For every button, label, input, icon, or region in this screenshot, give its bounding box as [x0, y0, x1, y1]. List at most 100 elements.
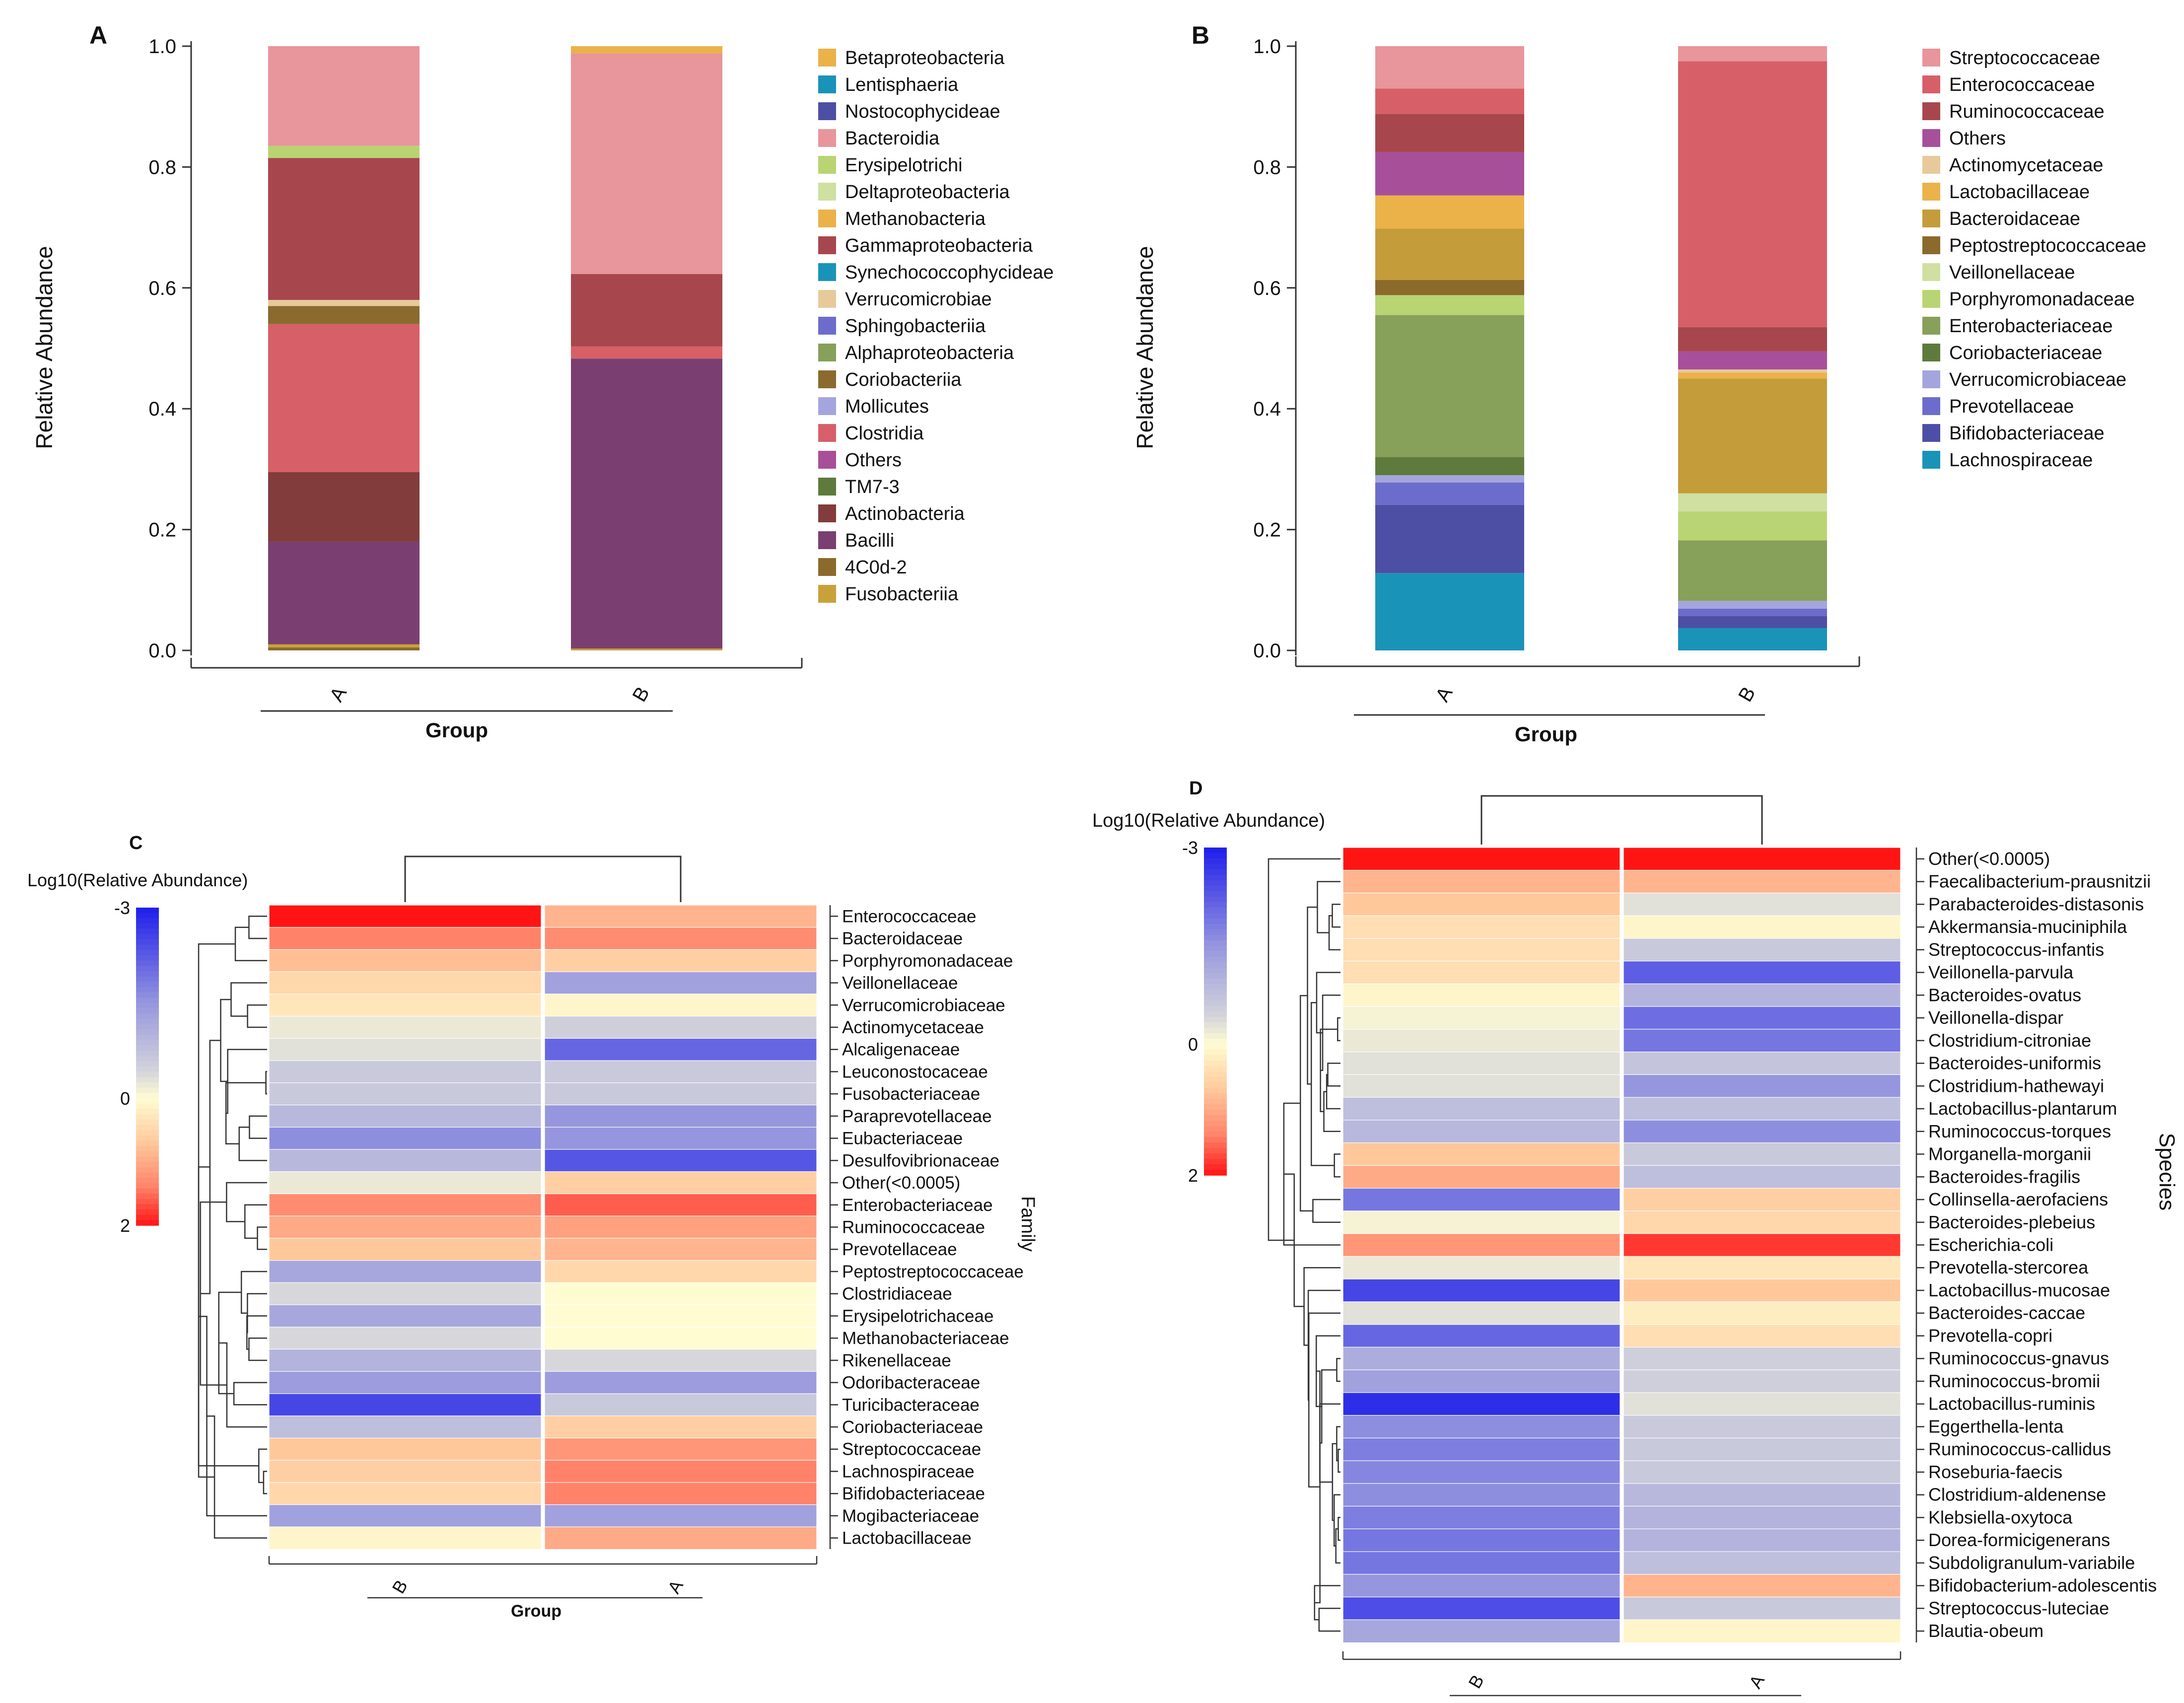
panel-a-legend-swatch-coriobacteriia: [818, 370, 836, 388]
panel-c-scale-step: [136, 1087, 159, 1094]
panel-d-scale-step: [1204, 1126, 1227, 1132]
panel-d-cells: [1342, 847, 1901, 1643]
panel-d-label: D: [1189, 778, 1202, 799]
panel-d-scale-step: [1204, 858, 1227, 864]
panel-b-legend-label: Porphyromonadaceae: [1949, 289, 2135, 310]
panel-d-cell-b-akkermansia-muciniphila: [1342, 915, 1620, 939]
panel-c-scale-step: [136, 1156, 159, 1162]
panel-d-scale-step: [1204, 1104, 1227, 1110]
panel-d-scale-step: [1204, 1039, 1227, 1045]
panel-c-scale-step: [136, 1146, 159, 1152]
panel-d-y-axis-title: Species: [2155, 1133, 2179, 1211]
panel-c-color-scale: -3 0 2: [114, 898, 159, 1236]
panel-d-cell-a-bacteroides-fragilis: [1623, 1165, 1901, 1189]
panel-d-row-label: Bacteroides-ovatus: [1928, 985, 2081, 1005]
panel-c-scale-step: [136, 966, 159, 972]
panel-d-row-label: Clostridium-hathewayi: [1928, 1075, 2104, 1096]
panel-d-column-dendrogram: [1480, 795, 1763, 845]
panel-c-row-label: Paraprevotellaceae: [842, 1107, 992, 1126]
panel-c-scale-step: [136, 1135, 159, 1141]
panel-b-bar-segment-b-prevotellaceae: [1678, 609, 1827, 616]
panel-c-scale-step: [136, 1114, 159, 1120]
panel-b-legend-swatch-streptococcaceae: [1922, 49, 1940, 67]
panel-c-cell-a-erysipelotrichaceae: [544, 1304, 817, 1328]
panel-a-legend-label: Synechococcophycideae: [845, 262, 1054, 283]
panel-d-row-label: Klebsiella-oxytoca: [1928, 1507, 2073, 1527]
panel-b-bar-segment-a-ruminococcaceae: [1375, 114, 1524, 152]
panel-b-legend-label: Verrucomicrobiaceae: [1949, 369, 2126, 390]
panel-a-legend-swatch-tm7-3: [818, 478, 836, 496]
panel-c-cell-b-peptostreptococcaceae: [269, 1260, 542, 1283]
panel-a-bar-segment-a-verrucomicrobiae: [268, 300, 420, 306]
panel-d-scale-step: [1204, 1137, 1227, 1143]
panel-a-legend-swatch-alphaproteobacteria: [818, 344, 836, 361]
panel-a-legend-swatch-deltaproteobacteria: [818, 183, 836, 201]
panel-a-y-tick-label: 0.2: [148, 519, 176, 541]
panel-d-cell-b-ruminococcus-callidus: [1342, 1437, 1620, 1462]
panel-d-scale-step: [1204, 1050, 1227, 1056]
panel-d-cell-a-streptococcus-infantis: [1623, 938, 1901, 962]
panel-c-scale-step: [136, 1077, 159, 1083]
panel-a-stacked-bar-chart: A Relative Abundance Group 0.00.20.40.60…: [31, 21, 1054, 742]
panel-c-cell-b-paraprevotellaceae: [269, 1104, 542, 1128]
panel-d-cell-a-bacteroides-plebeius: [1623, 1210, 1901, 1234]
panel-c-row-label: Desulfovibrionaceae: [842, 1151, 999, 1170]
panel-d-cell-a-parabacteroides-distasonis: [1623, 892, 1901, 917]
panel-d-scale-step: [1204, 946, 1227, 952]
panel-b-bar-segment-a-coriobacteriaceae: [1375, 457, 1524, 476]
panel-a-legend-swatch-mollicutes: [818, 397, 836, 415]
panel-a-bar-segment-a-4c0d-2: [268, 647, 420, 650]
panel-c-cell-b-turicibacteraceae: [269, 1393, 542, 1417]
panel-d-scale-step: [1204, 853, 1227, 859]
panel-a-legend-label: Coriobacteriia: [845, 369, 962, 390]
panel-a-legend-swatch-actinobacteria: [818, 504, 836, 522]
panel-c-row-label: Coriobacteriaceae: [842, 1418, 983, 1437]
panel-a-legend-swatch-gammaproteobacteria: [818, 236, 836, 254]
panel-c-cell-a-lachnospiraceae: [544, 1460, 817, 1484]
panel-c-cell-b-ruminococcaceae: [269, 1215, 542, 1239]
panel-c-cell-b-verrucomicrobiaceae: [269, 993, 542, 1017]
panel-c-cell-b-lachnospiraceae: [269, 1460, 542, 1484]
panel-c-scale-step: [136, 1066, 159, 1072]
panel-d-row-label: Bacteroides-fragilis: [1928, 1166, 2080, 1187]
panel-a-legend-label: Lentisphaeria: [845, 74, 959, 95]
panel-b-legend-label: Streptococcaceae: [1949, 48, 2100, 69]
panel-a-bar-segment-a-bacilli: [268, 541, 420, 644]
panel-d-cell-a-lactobacillus-plantarum: [1623, 1097, 1901, 1121]
panel-c-cell-a-clostridiaceae: [544, 1282, 817, 1306]
panel-d-scale-step: [1204, 1017, 1227, 1023]
panel-d-cell-b-roseburia-faecis: [1342, 1460, 1620, 1484]
panel-d-scale-tick-label: -3: [1182, 838, 1198, 858]
panel-c-cell-b-alcaligenaceae: [269, 1038, 542, 1062]
panel-d-row-dendrogram-branch: [1317, 881, 1340, 933]
panel-d-row-label: Clostridium-aldenense: [1928, 1485, 2106, 1505]
panel-d-scale-step: [1204, 897, 1227, 903]
panel-d-cell-a-ruminococcus-gnavus: [1623, 1347, 1901, 1371]
panel-b-bar-segment-b-actinomycetaceae: [1678, 369, 1827, 373]
panel-b-legend-swatch-actinomycetaceae: [1922, 156, 1940, 174]
panel-c-cell-b-mogibacteriaceae: [269, 1504, 542, 1528]
panel-d-row-label: Streptococcus-infantis: [1928, 939, 2104, 960]
panel-c-cell-a-prevotellaceae: [544, 1238, 817, 1261]
panel-b-legend-swatch-bifidobacteriaceae: [1922, 424, 1940, 442]
panel-d-scale-step: [1204, 880, 1227, 886]
panel-d-row-dendrogram-branch: [1268, 858, 1340, 1241]
panel-d-row-label: Prevotella-stercorea: [1928, 1257, 2089, 1277]
panel-d-scale-step: [1204, 973, 1227, 979]
panel-d-row-label: Lactobacillus-mucosae: [1928, 1280, 2110, 1300]
panel-d-cell-b-subdoligranulum-variabile: [1342, 1551, 1620, 1575]
panel-d-cell-a-prevotella-stercorea: [1623, 1256, 1901, 1280]
panel-c-scale-step: [136, 1204, 159, 1210]
panel-d-scale-step: [1204, 1099, 1227, 1105]
panel-c-scale-step: [136, 913, 159, 919]
panel-c-cell-b-coriobacteriaceae: [269, 1416, 542, 1439]
panel-a-y-tick-label: 0.6: [148, 278, 176, 299]
panel-d-cell-b-lactobacillus-mucosae: [1342, 1278, 1620, 1303]
panel-c-x-axis-title: Group: [511, 1602, 562, 1621]
panel-c-row-label: Enterobacteriaceae: [842, 1196, 993, 1215]
panel-c-row-label: Clostridiaceae: [842, 1284, 952, 1304]
panel-b-legend-swatch-verrucomicrobiaceae: [1922, 370, 1940, 388]
panel-a-bar-segment-a-actinobacteria: [268, 472, 420, 542]
panel-c-scale-step: [136, 1051, 159, 1057]
panel-d-cell-b-clostridium-citroniae: [1342, 1029, 1620, 1053]
